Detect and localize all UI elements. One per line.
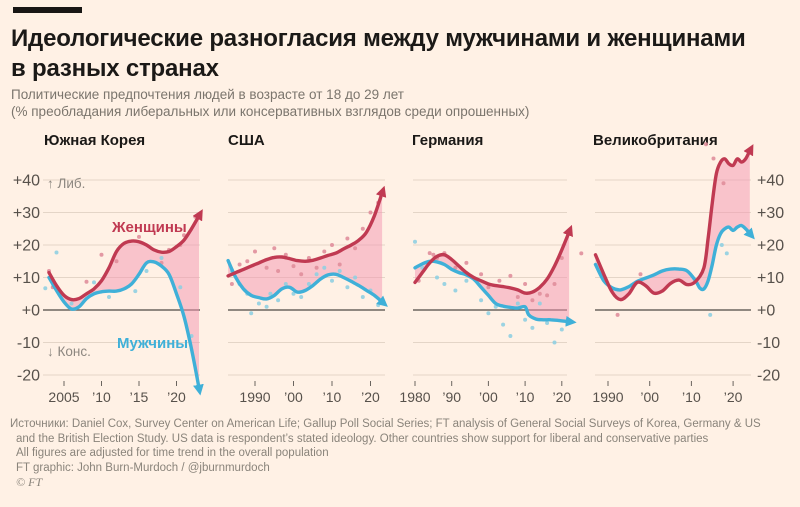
men-line [413,259,577,327]
x-tick-label: 2005 [48,389,79,405]
x-tick-label: ’20 [724,389,743,405]
x-tick-label: ’20 [167,389,186,405]
gender-gap-fill [228,193,383,302]
chart-usa: 1990 ’00 ’10 ’20 [226,179,388,405]
men-line [47,259,204,396]
x-tick-label: ’15 [130,389,149,405]
svg-text:-20: -20 [757,368,780,385]
title-line-1: Идеологические разногласия между мужчина… [11,25,746,52]
men-line [226,258,388,307]
source-line-2: and the British Election Study. US data … [16,432,709,445]
svg-text:+30: +30 [13,205,40,222]
conservative-direction-label: ↓ Конс. [47,344,91,359]
svg-text:+40: +40 [13,173,40,190]
x-tick-label: ’10 [323,389,342,405]
chart-title-germany: Германия [412,132,484,149]
women-line [226,185,387,278]
men-line [593,223,755,292]
svg-text:+10: +10 [757,270,784,287]
svg-text:-10: -10 [17,335,40,352]
svg-text:+30: +30 [757,205,784,222]
x-tick-label: ’20 [361,389,380,405]
svg-text:-20: -20 [17,368,40,385]
svg-text:+20: +20 [13,238,40,255]
women-line [413,224,573,295]
source-line-3: All figures are adjusted for time trend … [16,447,329,459]
svg-text:+20: +20 [757,238,784,255]
chart-title-south-korea: Южная Корея [44,132,146,149]
chart-title-uk: Великобритания [593,132,718,149]
gender-gap-fill [415,232,570,322]
men-series-label: Мужчины [117,335,189,352]
svg-text:-10: -10 [757,335,780,352]
y-axis-labels: +40 +40 +30 +30 +20 +20 +10 +10 +0 +0 -10 -10 -20 -20 [13,173,784,385]
top-rule-bar [13,7,82,13]
source-line-1: Источники: Daniel Cox, Survey Center on … [10,418,761,430]
women-series-label: Женщины [112,219,187,236]
svg-text:+10: +10 [13,270,40,287]
x-tick-label: ’10 [92,389,111,405]
x-tick-label: ’20 [552,389,571,405]
women-line [47,209,203,302]
subtitle-line-2: (% преобладания либеральных или консерва… [11,104,530,119]
x-tick-label: ’00 [640,389,659,405]
title-line-2: в разных странах [11,55,219,82]
chart-title-usa: США [228,132,265,149]
women-line [593,144,754,302]
source-line-4: FT graphic: John Burn-Murdoch / @jburnmu… [16,461,270,474]
x-tick-label: ’00 [479,389,498,405]
x-tick-label: 1990 [239,389,270,405]
x-tick-label: 1990 [592,389,623,405]
x-tick-label: ’10 [516,389,535,405]
svg-text:+0: +0 [757,303,775,320]
x-tick-label: ’10 [682,389,701,405]
page-title: Идеологические разногласия между мужчина… [11,24,746,84]
x-tick-label: ’90 [442,389,461,405]
chart-south-korea: 2005 ’10 ’15 ’20 [43,179,204,405]
svg-text:+40: +40 [757,173,784,190]
chart-uk: 1990 ’00 ’10 ’20 [579,142,755,405]
chart-germany: 1980 ’90 ’00 ’10 ’20 [399,179,577,405]
x-tick-label: 1980 [399,389,430,405]
x-tick-label: ’00 [284,389,303,405]
ft-copyright: © FT [16,475,43,489]
source-note: Источники: Daniel Cox, Survey Center on … [10,417,761,490]
subtitle-line-1: Политические предпочтения людей в возрас… [11,87,404,102]
liberal-direction-label: ↑ Либ. [47,176,86,191]
svg-text:+0: +0 [22,303,40,320]
